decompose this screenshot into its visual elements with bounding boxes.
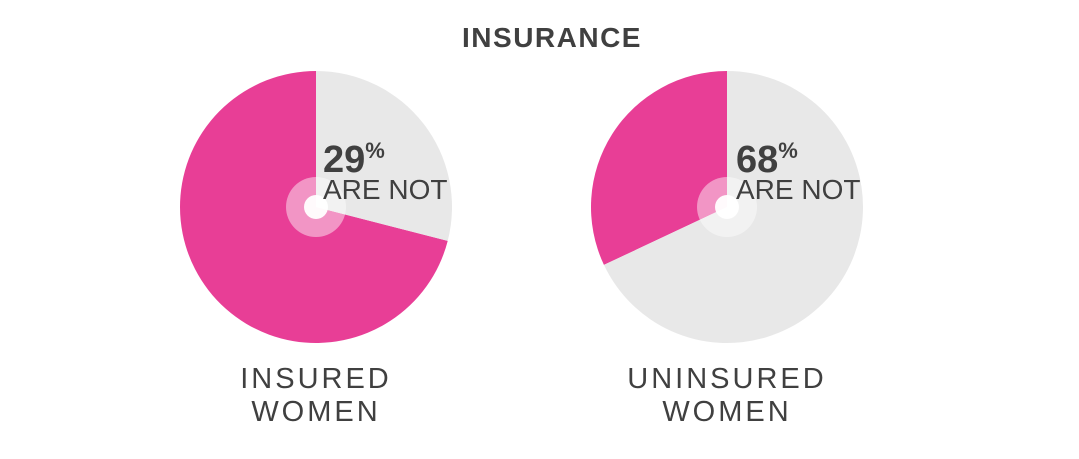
pie-insured-women-center-dot bbox=[304, 195, 328, 219]
pie-uninsured-women-label-line1: UNINSURED bbox=[627, 363, 826, 395]
pie-insured-women-percent-label: 29% bbox=[323, 138, 385, 181]
pie-uninsured-women-slice-rest bbox=[590, 71, 727, 265]
chart-title: INSURANCE bbox=[462, 22, 642, 53]
pie-insured-women-label-line1: INSURED bbox=[240, 363, 392, 395]
pie-insured-women-note: ARE NOT bbox=[323, 174, 447, 205]
pie-insured-women-slice-are-not bbox=[316, 71, 453, 241]
pie-uninsured-women-percent-label: 68% bbox=[736, 138, 798, 181]
pie-uninsured-women-percent-value: 68 bbox=[736, 139, 778, 181]
pie-insured-women-label-line2: WOMEN bbox=[251, 396, 380, 428]
pie-insured-women-percent-sign: % bbox=[365, 138, 385, 163]
pie-uninsured-women-note: ARE NOT bbox=[736, 174, 860, 205]
pie-uninsured-women bbox=[590, 71, 863, 343]
pie-uninsured-women-label-line2: WOMEN bbox=[662, 396, 791, 428]
pie-insured-women bbox=[180, 71, 453, 343]
pie-uninsured-women-percent-sign: % bbox=[778, 138, 798, 163]
pie-insured-women-percent-value: 29 bbox=[323, 139, 365, 181]
pie-uninsured-women-center-dot bbox=[715, 195, 739, 219]
